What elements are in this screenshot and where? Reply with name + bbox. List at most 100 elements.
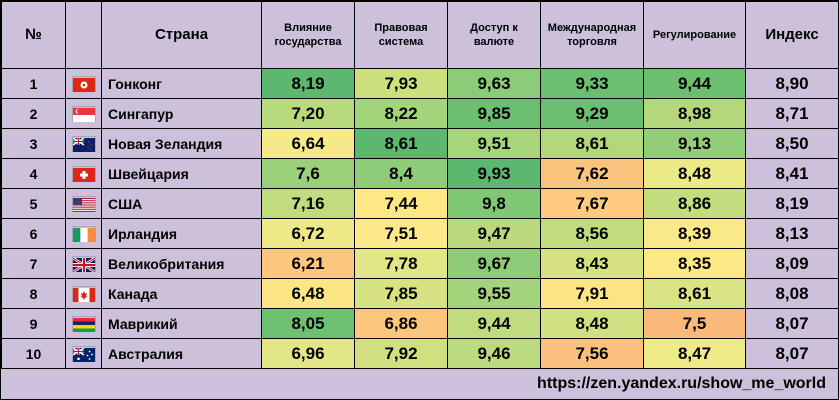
index-cell: 8,41: [745, 158, 839, 189]
header-international-trade: Международная торговля: [540, 1, 644, 69]
country-cell: Маврикий: [101, 308, 262, 339]
header-regulation: Регулирование: [643, 1, 746, 69]
ranking-table: № Страна Влияние государства Правовая си…: [1, 1, 839, 369]
international-trade-cell: 7,56: [540, 338, 644, 369]
currency-access-cell: 9,46: [447, 338, 541, 369]
index-cell: 8,19: [745, 188, 839, 219]
international-trade-cell: 8,48: [540, 308, 644, 339]
table-row: 7 Великобритания 6,21 7,78 9,67 8,43 8,35 8,09: [1, 248, 839, 279]
country-cell: Сингапур: [101, 98, 262, 129]
currency-access-cell: 9,93: [447, 158, 541, 189]
government-influence-cell: 7,6: [261, 158, 355, 189]
uk-flag-icon: [71, 256, 96, 274]
currency-access-cell: 9,85: [447, 98, 541, 129]
regulation-cell: 8,48: [643, 158, 746, 189]
government-influence-cell: 8,05: [261, 308, 355, 339]
flag-cell: [65, 68, 102, 99]
rank-cell: 8: [1, 278, 66, 309]
legal-system-cell: 7,85: [354, 278, 448, 309]
country-cell: Новая Зеландия: [101, 128, 262, 159]
regulation-cell: 9,44: [643, 68, 746, 99]
singapore-flag-icon: [72, 107, 95, 123]
international-trade-cell: 8,56: [540, 218, 644, 249]
flag-cell: [65, 218, 102, 249]
legal-system-cell: 8,22: [354, 98, 448, 129]
country-cell: Австралия: [101, 338, 262, 369]
government-influence-cell: 6,96: [261, 338, 355, 369]
rank-cell: 2: [1, 98, 66, 129]
table-row: 1 Гонконг 8,19 7,93 9,63 9,33 9,44 8,90: [1, 68, 839, 99]
government-influence-cell: 6,48: [261, 278, 355, 309]
legal-system-cell: 7,78: [354, 248, 448, 279]
header-government-influence: Влияние государства: [261, 1, 355, 69]
new-zealand-flag-icon: [72, 137, 95, 153]
index-cell: 8,08: [745, 278, 839, 309]
header-legal-system: Правовая система: [354, 1, 448, 69]
rank-cell: 4: [1, 158, 66, 189]
government-influence-cell: 7,20: [261, 98, 355, 129]
rank-cell: 3: [1, 128, 66, 159]
country-cell: Швейцария: [101, 158, 262, 189]
table-row: 4 Швейцария 7,6 8,4 9,93 7,62 8,48 8,41: [1, 158, 839, 189]
source-url: https://zen.yandex.ru/show_me_world: [537, 375, 826, 392]
international-trade-cell: 8,61: [540, 128, 644, 159]
legal-system-cell: 7,92: [354, 338, 448, 369]
currency-access-cell: 9,63: [447, 68, 541, 99]
flag-cell: [65, 308, 102, 339]
international-trade-cell: 9,33: [540, 68, 644, 99]
rank-cell: 5: [1, 188, 66, 219]
country-cell: Гонконг: [101, 68, 262, 99]
government-influence-cell: 6,21: [261, 248, 355, 279]
regulation-cell: 8,35: [643, 248, 746, 279]
international-trade-cell: 7,67: [540, 188, 644, 219]
country-cell: Ирландия: [101, 218, 262, 249]
regulation-cell: 8,86: [643, 188, 746, 219]
legal-system-cell: 7,44: [354, 188, 448, 219]
table-row: 6 Ирландия 6,72 7,51 9,47 8,56 8,39 8,13: [1, 218, 839, 249]
flag-cell: [65, 278, 102, 309]
government-influence-cell: 6,72: [261, 218, 355, 249]
flag-cell: [65, 98, 102, 129]
table-row: 9 Маврикий 8,05 6,86 9,44 8,48 7,5 8,07: [1, 308, 839, 339]
currency-access-cell: 9,67: [447, 248, 541, 279]
currency-access-cell: 9,44: [447, 308, 541, 339]
usa-flag-icon: [72, 197, 95, 213]
rank-cell: 10: [1, 338, 66, 369]
country-cell: Канада: [101, 278, 262, 309]
rank-cell: 1: [1, 68, 66, 99]
flag-cell: [65, 158, 102, 189]
rank-cell: 9: [1, 308, 66, 339]
table-row: 10 Австралия 6,96 7,92 9,46 7,56 8,47 8,07: [1, 338, 839, 369]
table-body: 1 Гонконг 8,19 7,93 9,63 9,33 9,44 8,90 2 Сингапу…: [1, 68, 839, 369]
index-cell: 8,07: [745, 308, 839, 339]
header-currency-access: Доступ к валюте: [447, 1, 541, 69]
flag-cell: [65, 248, 102, 279]
currency-access-cell: 9,8: [447, 188, 541, 219]
regulation-cell: 8,98: [643, 98, 746, 129]
country-cell: США: [101, 188, 262, 219]
regulation-cell: 8,61: [643, 278, 746, 309]
header-index: Индекс: [745, 1, 839, 69]
legal-system-cell: 7,93: [354, 68, 448, 99]
table-row: 8 Канада 6,48 7,85 9,55 7,91 8,61 8,08: [1, 278, 839, 309]
regulation-cell: 8,39: [643, 218, 746, 249]
header-number: №: [1, 1, 66, 69]
government-influence-cell: 6,64: [261, 128, 355, 159]
rank-cell: 7: [1, 248, 66, 279]
header-flag: [65, 1, 102, 69]
legal-system-cell: 7,51: [354, 218, 448, 249]
ireland-flag-icon: [72, 227, 95, 243]
international-trade-cell: 7,91: [540, 278, 644, 309]
index-cell: 8,90: [745, 68, 839, 99]
table-row: 2 Сингапур 7,20 8,22 9,85 9,29 8,98 8,71: [1, 98, 839, 129]
government-influence-cell: 8,19: [261, 68, 355, 99]
international-trade-cell: 7,62: [540, 158, 644, 189]
header-row: № Страна Влияние государства Правовая си…: [1, 1, 839, 69]
index-cell: 8,13: [745, 218, 839, 249]
currency-access-cell: 9,55: [447, 278, 541, 309]
switzerland-flag-icon: [72, 167, 95, 183]
flag-cell: [65, 338, 102, 369]
regulation-cell: 9,13: [643, 128, 746, 159]
mauritius-flag-icon: [72, 317, 95, 333]
